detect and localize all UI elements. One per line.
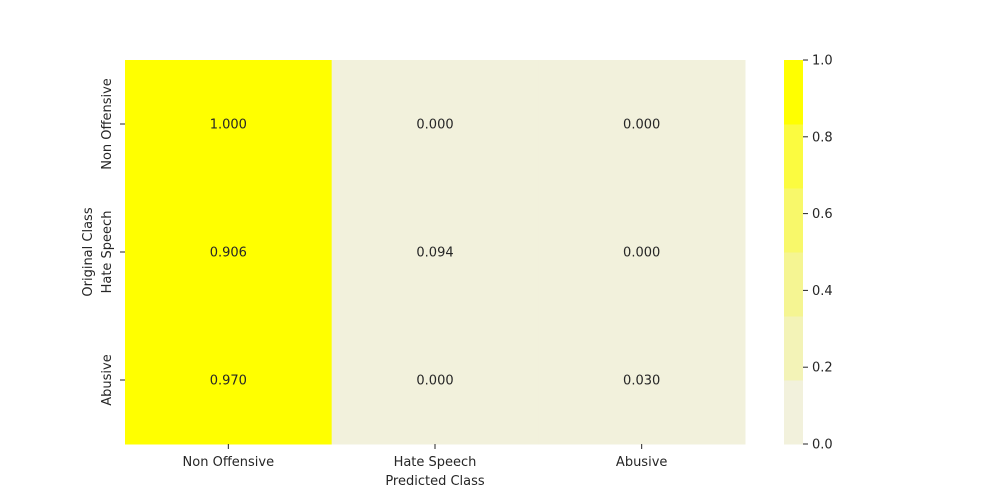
x-axis: Non Offensive Hate Speech Abusive <box>183 444 667 470</box>
y-tick-label: Abusive <box>100 354 115 405</box>
heatmap-cell-labels: 1.000 0.000 0.000 0.906 0.094 0.000 0.970 0.000… <box>210 118 661 389</box>
heatmap-cell-r2-c1 <box>331 316 539 445</box>
colorbar-segment <box>784 252 803 317</box>
cell-value-label: 0.000 <box>623 118 660 133</box>
colorbar-tick-label: 0.2 <box>812 361 833 376</box>
colorbar-tick-label: 1.0 <box>812 54 833 69</box>
colorbar-segment <box>784 380 803 445</box>
colorbar-segment <box>784 316 803 381</box>
heatmap-cell-r1-c0 <box>125 188 333 317</box>
x-tick-label: Abusive <box>616 455 667 470</box>
y-axis-label: Original Class <box>81 207 96 296</box>
y-axis: Non Offensive Hate Speech Abusive <box>100 78 125 406</box>
colorbar-tick-label: 0.0 <box>812 438 833 453</box>
colorbar-tick-label: 0.8 <box>812 130 833 145</box>
x-axis-label: Predicted Class <box>385 474 485 489</box>
heatmap-cell-r0-c1 <box>331 60 539 189</box>
heatmap-cell-r2-c0 <box>125 316 333 445</box>
cell-value-label: 0.970 <box>210 374 247 389</box>
cell-value-label: 0.094 <box>416 246 453 261</box>
colorbar: 0.0 0.2 0.4 0.6 0.8 1.0 <box>784 54 833 453</box>
colorbar-tick-label: 0.6 <box>812 207 833 222</box>
heatmap-cells <box>125 60 746 445</box>
heatmap-cell-r1-c2 <box>538 188 746 317</box>
colorbar-segment <box>784 124 803 189</box>
cell-value-label: 0.000 <box>416 118 453 133</box>
cell-value-label: 0.000 <box>623 246 660 261</box>
heatmap-cell-r2-c2 <box>538 316 746 445</box>
heatmap-cell-r0-c2 <box>538 60 746 189</box>
cell-value-label: 0.030 <box>623 374 660 389</box>
x-tick-label: Hate Speech <box>394 455 477 470</box>
heatmap-cell-r0-c0 <box>125 60 333 189</box>
y-tick-label: Non Offensive <box>100 78 115 170</box>
x-tick-label: Non Offensive <box>183 455 275 470</box>
colorbar-segment <box>784 60 803 125</box>
y-tick-label: Hate Speech <box>100 211 115 294</box>
cell-value-label: 1.000 <box>210 118 247 133</box>
cell-value-label: 0.906 <box>210 246 247 261</box>
colorbar-segment <box>784 188 803 253</box>
heatmap-cell-r1-c1 <box>331 188 539 317</box>
cell-value-label: 0.000 <box>416 374 453 389</box>
colorbar-tick-label: 0.4 <box>812 284 833 299</box>
